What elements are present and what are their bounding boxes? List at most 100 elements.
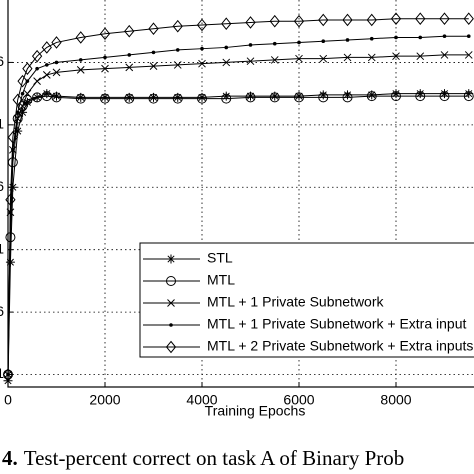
marker-shape bbox=[321, 39, 326, 43]
marker bbox=[418, 35, 423, 40]
marker-shape bbox=[463, 12, 474, 26]
marker bbox=[269, 14, 280, 28]
caption-text: Test-percent correct on task A of Binary… bbox=[24, 446, 405, 470]
marker-shape bbox=[169, 323, 173, 327]
marker-shape bbox=[148, 22, 159, 36]
marker bbox=[222, 58, 231, 67]
marker-shape bbox=[124, 93, 135, 104]
legend-box bbox=[139, 242, 474, 358]
marker bbox=[173, 61, 182, 69]
legend: STL MTL MTL + 1 Private Subnetwork MTL + 1 … bbox=[139, 242, 474, 358]
marker-shape bbox=[35, 66, 39, 71]
marker-shape bbox=[15, 110, 20, 115]
marker bbox=[245, 92, 256, 103]
marker bbox=[20, 91, 25, 96]
marker-stroke bbox=[149, 93, 158, 101]
marker bbox=[197, 93, 207, 104]
marker bbox=[270, 56, 279, 64]
marker-stroke bbox=[42, 71, 51, 79]
marker-shape bbox=[439, 12, 450, 26]
marker bbox=[75, 31, 86, 44]
marker bbox=[367, 53, 376, 62]
marker-stroke bbox=[76, 66, 85, 74]
y-tick-label: 81 bbox=[0, 116, 4, 132]
marker-stroke bbox=[416, 52, 425, 61]
marker-shape bbox=[7, 131, 18, 144]
marker bbox=[172, 93, 183, 104]
marker bbox=[248, 43, 253, 47]
marker-shape bbox=[172, 93, 183, 104]
marker-shape bbox=[151, 50, 156, 55]
marker bbox=[52, 91, 61, 101]
marker bbox=[45, 63, 49, 67]
marker-stroke bbox=[149, 62, 158, 71]
marker-stroke bbox=[167, 255, 175, 263]
marker-shape bbox=[41, 91, 52, 102]
marker bbox=[366, 91, 377, 102]
marker bbox=[272, 41, 277, 46]
marker bbox=[103, 55, 107, 60]
marker bbox=[124, 24, 135, 38]
marker bbox=[17, 101, 28, 112]
marker bbox=[54, 60, 59, 65]
marker bbox=[99, 27, 111, 40]
marker bbox=[166, 276, 176, 286]
marker-stroke bbox=[52, 68, 61, 77]
marker-stroke bbox=[368, 91, 376, 99]
marker-shape bbox=[224, 45, 229, 50]
marker bbox=[41, 91, 52, 102]
marker-stroke bbox=[198, 59, 206, 68]
marker bbox=[321, 39, 326, 43]
marker bbox=[297, 40, 301, 45]
marker-shape bbox=[31, 49, 43, 63]
marker-shape bbox=[78, 58, 83, 62]
marker-shape bbox=[51, 36, 62, 49]
marker-stroke bbox=[125, 93, 133, 101]
marker bbox=[269, 92, 280, 103]
marker-shape bbox=[439, 91, 450, 102]
marker-stroke bbox=[440, 51, 449, 59]
marker bbox=[392, 52, 400, 61]
marker-shape bbox=[394, 35, 398, 40]
marker-shape bbox=[17, 74, 28, 88]
marker bbox=[440, 51, 449, 59]
marker-shape bbox=[466, 34, 471, 39]
marker bbox=[415, 91, 426, 102]
marker-stroke bbox=[319, 54, 328, 63]
marker bbox=[224, 45, 229, 50]
marker-stroke bbox=[33, 77, 41, 85]
marker-shape bbox=[45, 63, 49, 67]
caption-label: 4. bbox=[2, 446, 18, 470]
marker bbox=[342, 13, 353, 27]
marker bbox=[319, 54, 328, 63]
marker-stroke bbox=[295, 54, 303, 63]
y-tick-label: 66 bbox=[0, 303, 4, 319]
marker bbox=[172, 19, 183, 33]
marker-shape bbox=[415, 12, 426, 26]
marker-shape bbox=[20, 91, 25, 96]
marker bbox=[200, 46, 204, 51]
marker-shape bbox=[22, 94, 33, 105]
marker-stroke bbox=[198, 93, 206, 101]
marker bbox=[101, 64, 109, 73]
marker bbox=[463, 91, 474, 102]
marker-shape bbox=[148, 93, 159, 104]
marker-shape bbox=[272, 41, 277, 46]
marker-shape bbox=[463, 91, 474, 102]
marker-stroke bbox=[343, 53, 352, 62]
marker-shape bbox=[100, 93, 110, 104]
marker-shape bbox=[345, 38, 350, 42]
marker bbox=[76, 66, 85, 74]
marker-shape bbox=[32, 92, 43, 103]
marker-shape bbox=[248, 43, 253, 47]
caption: 4. Test-percent correct on task A of Bina… bbox=[2, 446, 404, 470]
y-tick-label: 61 bbox=[0, 365, 4, 381]
marker bbox=[196, 18, 208, 32]
marker-stroke bbox=[392, 52, 400, 61]
marker bbox=[41, 41, 52, 54]
marker bbox=[318, 92, 329, 103]
marker bbox=[466, 34, 471, 39]
marker-shape bbox=[318, 92, 329, 103]
marker bbox=[124, 93, 135, 104]
marker bbox=[166, 254, 176, 264]
